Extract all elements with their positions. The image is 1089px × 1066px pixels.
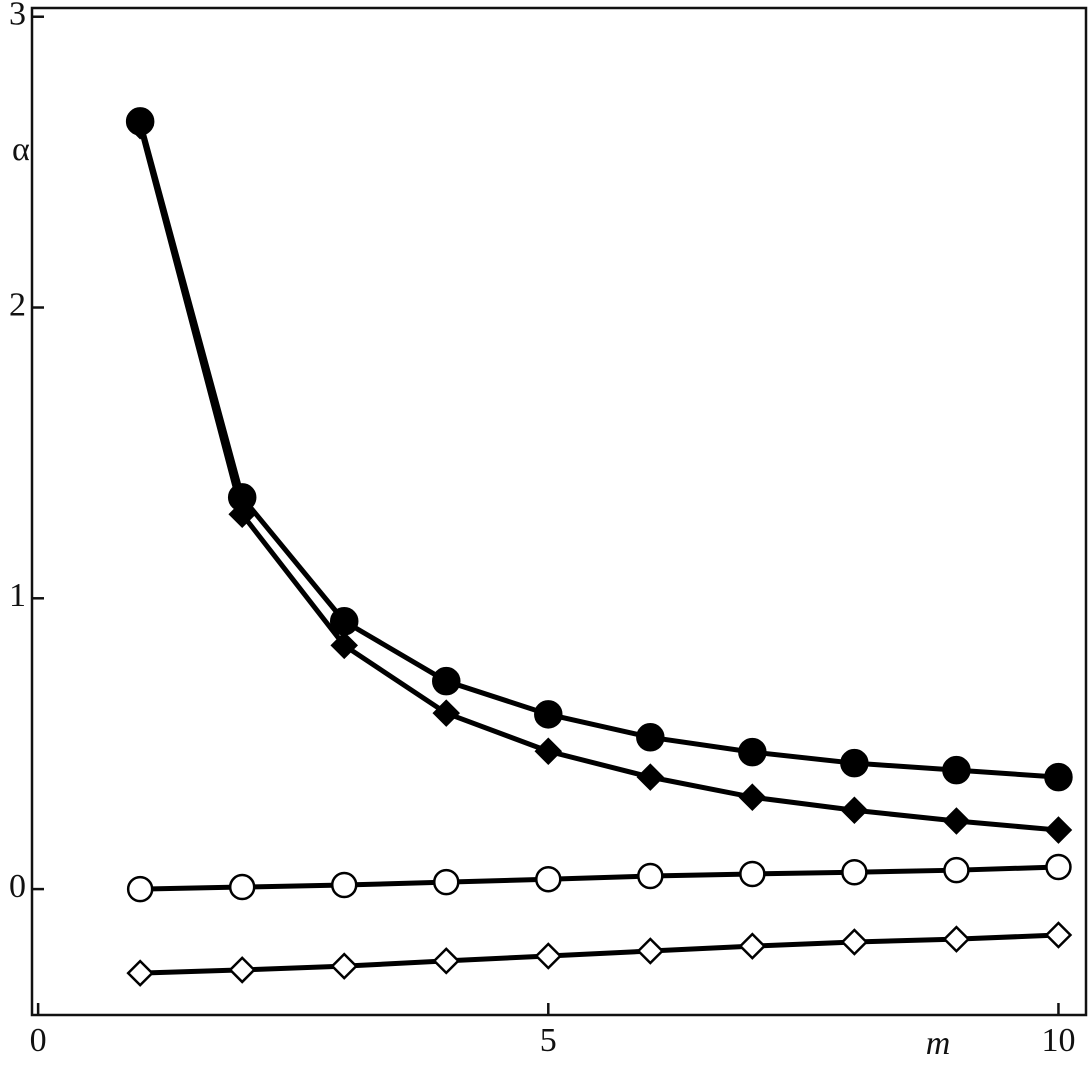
x-tick-label: 10 (1041, 1022, 1075, 1059)
marker (942, 807, 971, 835)
marker (228, 500, 256, 529)
marker (330, 871, 358, 899)
y-tick-label: 3 (9, 0, 26, 33)
x-axis-label: m (926, 1025, 951, 1062)
series-line (137, 125, 1059, 833)
series-line (140, 864, 1059, 892)
marker (942, 925, 971, 953)
marker (330, 952, 358, 980)
plot-frame (30, 6, 1088, 1017)
marker (228, 873, 256, 901)
y-tick-label: 1 (9, 577, 26, 614)
marker (636, 763, 665, 791)
marker (943, 856, 970, 884)
y-tick-label: 0 (9, 868, 26, 905)
marker (432, 947, 461, 975)
marker (330, 631, 358, 660)
marker (535, 865, 562, 893)
marker (739, 860, 766, 888)
y-tick-label: 2 (9, 286, 26, 323)
marker (228, 956, 256, 984)
marker (738, 737, 767, 767)
y-axis-label: α (12, 131, 30, 168)
marker (432, 666, 461, 696)
marker (126, 112, 154, 140)
series-line (137, 120, 1059, 780)
marker (1044, 762, 1073, 792)
marker (840, 748, 869, 778)
marker (1044, 816, 1073, 844)
marker (738, 932, 767, 960)
x-tick-label: 0 (30, 1022, 47, 1059)
marker (738, 783, 767, 811)
marker (1045, 853, 1072, 881)
x-tick-label: 5 (540, 1022, 557, 1059)
marker (432, 699, 461, 727)
marker (840, 928, 869, 956)
marker (637, 862, 664, 890)
marker (636, 937, 665, 965)
series-line (140, 932, 1059, 976)
marker (534, 700, 563, 729)
marker (126, 875, 154, 903)
marker (126, 959, 154, 987)
marker (942, 755, 971, 785)
marker (636, 723, 665, 752)
marker (841, 858, 868, 886)
marker (433, 868, 460, 896)
marker (534, 942, 563, 970)
marker (840, 796, 869, 825)
marker (1044, 921, 1073, 949)
marker (534, 737, 563, 766)
